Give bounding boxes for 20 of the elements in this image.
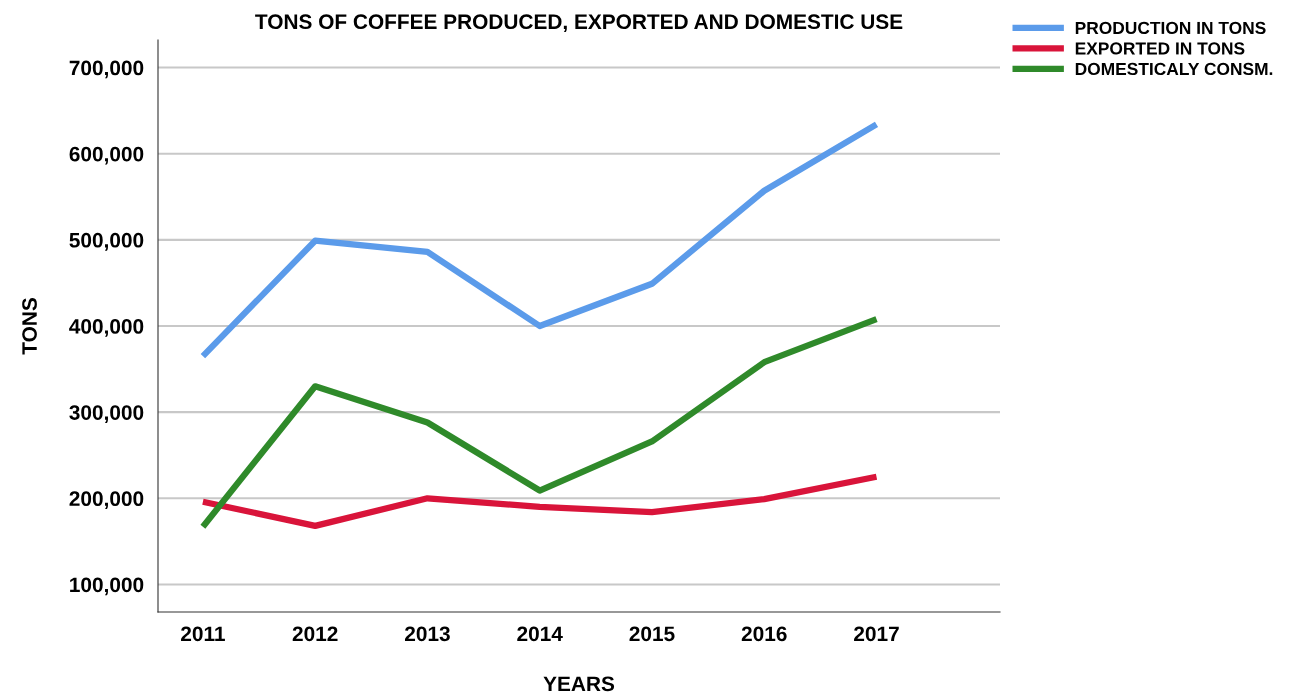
x-axis-title: YEARS [543, 676, 615, 692]
x-tick-label: 2016 [741, 626, 787, 642]
x-tick-label: 2011 [181, 626, 225, 642]
y-tick-label: 600,000 [69, 146, 144, 165]
x-tick-label: 2013 [404, 626, 450, 642]
y-tick-label: 700,000 [69, 60, 144, 79]
y-tick-label: 300,000 [69, 405, 144, 423]
x-tick-label: 2012 [292, 626, 338, 642]
legend-label: EXPORTED IN TONS [1075, 42, 1245, 55]
chart-title: TONS OF COFFEE PRODUCED, EXPORTED AND DOMESTIC USE [255, 14, 903, 33]
y-axis-title: TONS [22, 298, 37, 355]
legend-label: DOMESTICALY CONSM. [1075, 62, 1273, 76]
y-tick-label: 400,000 [69, 319, 144, 337]
x-tick-label: 2015 [629, 626, 675, 642]
x-tick-label: 2014 [517, 626, 563, 642]
y-tick-label: 200,000 [69, 491, 144, 510]
x-tick-label: 2017 [854, 626, 899, 642]
y-tick-label: 100,000 [70, 577, 144, 596]
y-tick-label: 500,000 [69, 232, 144, 251]
legend-label: PRODUCTION IN TONS [1075, 21, 1266, 35]
